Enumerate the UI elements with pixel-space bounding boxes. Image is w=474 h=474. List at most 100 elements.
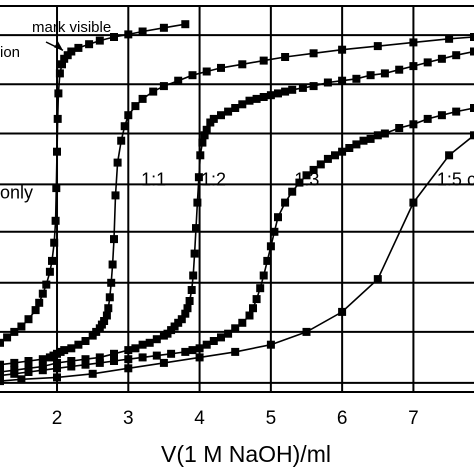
data-point: [409, 62, 418, 71]
data-point: [270, 227, 279, 236]
data-point: [231, 324, 240, 333]
data-point: [10, 327, 19, 336]
series-line: [0, 36, 474, 366]
data-point: [238, 60, 247, 69]
data-point: [159, 23, 168, 32]
data-point: [331, 151, 339, 160]
data-point: [149, 87, 158, 96]
data-point: [17, 322, 26, 331]
data-point: [281, 87, 290, 96]
grid-lines: [0, 5, 474, 393]
x-tick-label: 5: [266, 408, 277, 429]
data-point: [52, 184, 61, 193]
data-point: [0, 377, 4, 386]
data-point: [110, 33, 118, 41]
data-point: [452, 107, 461, 116]
data-point: [105, 293, 114, 302]
data-point: [274, 89, 282, 98]
data-point: [266, 242, 275, 251]
data-point: [111, 191, 120, 200]
data-point: [53, 114, 62, 123]
data-point: [67, 47, 76, 56]
data-point: [380, 69, 389, 78]
data-point: [138, 353, 147, 362]
x-tick-label: 7: [408, 408, 419, 429]
data-point: [187, 286, 196, 294]
data-point: [104, 304, 113, 313]
series-label: only: [0, 182, 33, 202]
data-point: [58, 60, 66, 69]
data-point: [445, 151, 454, 160]
data-point: [373, 131, 382, 140]
data-point: [345, 144, 354, 152]
data-point: [117, 136, 126, 145]
data-point: [380, 129, 389, 138]
data-point: [124, 30, 133, 39]
data-point: [95, 358, 104, 367]
series-1: [0, 33, 474, 369]
data-point: [245, 96, 254, 105]
data-point: [298, 83, 307, 92]
x-axis: 2 3 4 5 6 7 V(1 M NaOH)/ml: [52, 408, 419, 467]
data-point: [167, 349, 176, 358]
data-point: [209, 337, 218, 345]
data-point: [281, 198, 290, 207]
series-4: [0, 131, 474, 386]
x-tick-label: 2: [52, 408, 63, 429]
data-point: [409, 120, 418, 129]
data-point: [195, 353, 204, 362]
data-point: [470, 33, 474, 41]
data-point: [138, 94, 147, 103]
data-point: [95, 36, 104, 45]
data-point: [31, 306, 40, 315]
data-point: [181, 309, 190, 318]
data-point: [202, 340, 211, 349]
data-point: [200, 131, 209, 140]
data-point: [231, 104, 240, 112]
data-point: [281, 53, 290, 61]
data-point: [423, 58, 432, 67]
data-point: [395, 124, 404, 132]
data-point: [67, 362, 76, 371]
data-point: [45, 267, 54, 276]
annotation-line-1: mark visible: [32, 19, 111, 36]
data-point: [53, 373, 61, 382]
data-point: [352, 74, 361, 83]
data-point: [3, 333, 12, 342]
data-point: [259, 56, 268, 65]
data-point: [24, 368, 33, 376]
data-point: [42, 280, 51, 289]
data-point: [238, 100, 247, 109]
data-point: [323, 154, 332, 163]
series-0: [0, 20, 190, 347]
data-point: [159, 358, 168, 367]
data-point: [194, 173, 203, 182]
data-point: [366, 71, 375, 80]
data-point: [202, 125, 211, 134]
data-point: [224, 107, 233, 116]
series-label: 1:5 c: [437, 170, 474, 190]
series-label: 1:1: [141, 170, 166, 190]
data-point: [67, 357, 76, 365]
data-point: [174, 76, 183, 85]
x-axis-title: V(1 M NaOH)/ml: [161, 441, 331, 467]
data-point: [249, 304, 257, 313]
data-point: [252, 295, 261, 304]
data-point: [252, 94, 261, 103]
data-point: [54, 89, 63, 98]
data-point: [124, 364, 133, 373]
data-point: [108, 260, 117, 269]
x-tick-label: 6: [337, 408, 348, 429]
data-point: [302, 171, 311, 180]
data-point: [74, 43, 83, 52]
data-point: [198, 138, 207, 147]
data-point: [124, 111, 133, 120]
data-point: [67, 344, 76, 353]
data-point: [183, 304, 192, 313]
data-point: [177, 315, 186, 324]
data-point: [100, 317, 109, 325]
data-point: [0, 338, 4, 347]
data-point: [217, 333, 225, 342]
data-point: [35, 298, 44, 307]
data-point: [0, 371, 4, 380]
